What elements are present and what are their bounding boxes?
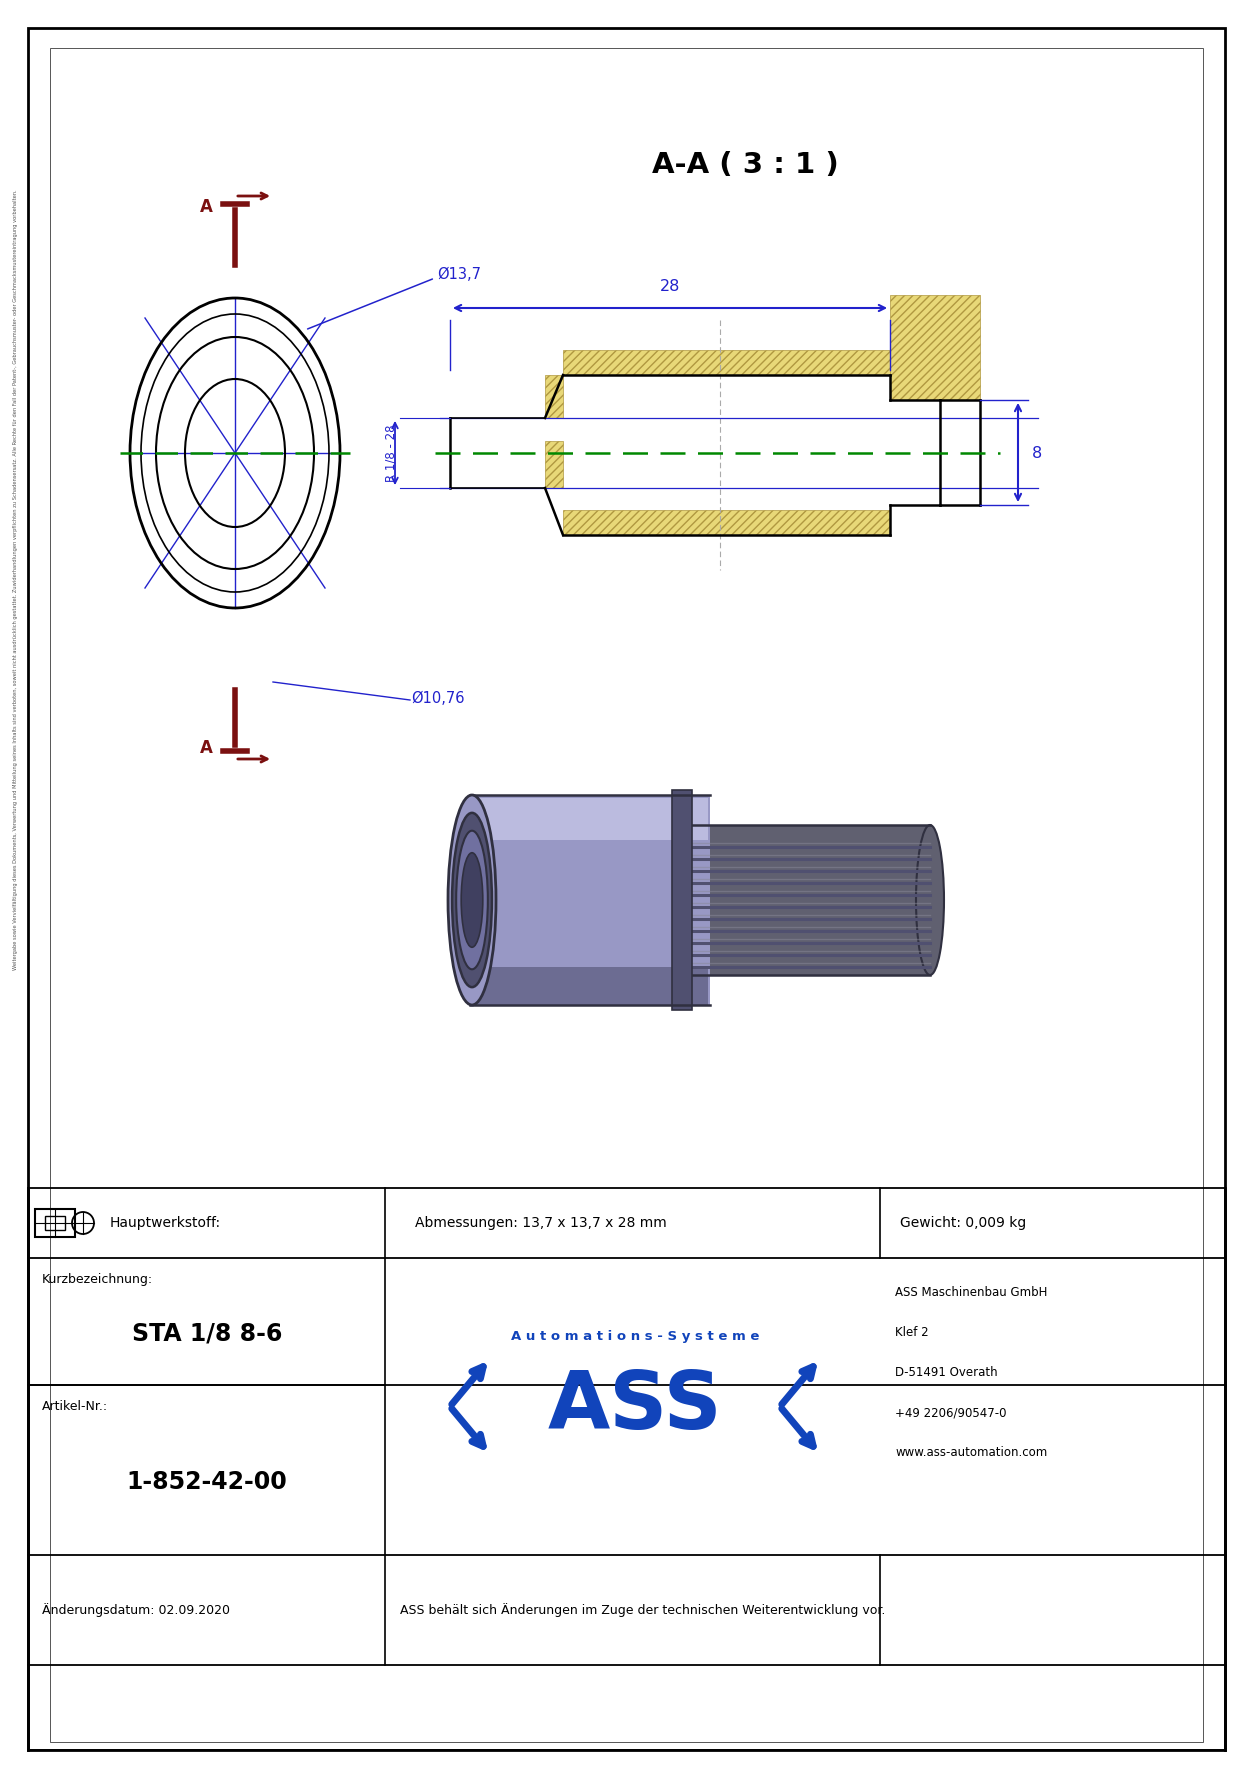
Bar bbox=[35, 1209, 75, 1237]
Text: D-51491 Overath: D-51491 Overath bbox=[895, 1366, 997, 1379]
Text: +49 2206/90547-0: +49 2206/90547-0 bbox=[895, 1407, 1006, 1419]
Text: 1-852-42-00: 1-852-42-00 bbox=[127, 1471, 287, 1494]
Text: ASS behält sich Änderungen im Zuge der technischen Weiterentwicklung vor.: ASS behält sich Änderungen im Zuge der t… bbox=[400, 1604, 886, 1618]
Bar bbox=[563, 510, 890, 535]
Bar bbox=[470, 796, 710, 1005]
Text: Weitergabe sowie Vervielfältigung dieses Dokuments, Verwertung und Mitteilung se: Weitergabe sowie Vervielfältigung dieses… bbox=[14, 190, 19, 971]
Ellipse shape bbox=[461, 852, 482, 948]
Text: Ø10,76: Ø10,76 bbox=[411, 691, 465, 705]
Text: Artikel-Nr.:: Artikel-Nr.: bbox=[43, 1400, 108, 1414]
Bar bbox=[890, 294, 980, 400]
Text: Kurzbezeichnung:: Kurzbezeichnung: bbox=[43, 1274, 153, 1286]
Bar bbox=[680, 826, 930, 975]
Bar bbox=[45, 1216, 65, 1230]
Text: www.ass-automation.com: www.ass-automation.com bbox=[895, 1446, 1048, 1460]
Text: A: A bbox=[200, 198, 213, 216]
Text: A: A bbox=[200, 739, 213, 757]
Text: 28: 28 bbox=[660, 278, 680, 294]
Text: Abmessungen: 13,7 x 13,7 x 28 mm: Abmessungen: 13,7 x 13,7 x 28 mm bbox=[415, 1216, 667, 1230]
Ellipse shape bbox=[916, 826, 944, 975]
Text: R 1/8 - 28: R 1/8 - 28 bbox=[385, 424, 397, 482]
Text: Hauptwerkstoff:: Hauptwerkstoff: bbox=[110, 1216, 221, 1230]
Bar bbox=[545, 441, 563, 487]
Ellipse shape bbox=[452, 813, 492, 987]
Text: Klef 2: Klef 2 bbox=[895, 1327, 928, 1340]
Text: A-A ( 3 : 1 ): A-A ( 3 : 1 ) bbox=[652, 151, 838, 179]
Text: Gewicht: 0,009 kg: Gewicht: 0,009 kg bbox=[900, 1216, 1026, 1230]
Text: 8: 8 bbox=[1032, 445, 1042, 461]
Bar bbox=[472, 968, 708, 1005]
Bar bbox=[672, 790, 692, 1010]
Ellipse shape bbox=[456, 831, 487, 969]
Ellipse shape bbox=[449, 796, 496, 1005]
Bar bbox=[545, 376, 563, 418]
Text: Ø13,7: Ø13,7 bbox=[437, 266, 481, 282]
Text: A u t o m a t i o n s - S y s t e m e: A u t o m a t i o n s - S y s t e m e bbox=[511, 1331, 759, 1343]
Text: ASS Maschinenbau GmbH: ASS Maschinenbau GmbH bbox=[895, 1286, 1048, 1299]
Text: ASS: ASS bbox=[548, 1368, 722, 1446]
Bar bbox=[563, 351, 890, 376]
Text: Änderungsdatum: 02.09.2020: Änderungsdatum: 02.09.2020 bbox=[43, 1604, 231, 1618]
Text: STA 1/8 8-6: STA 1/8 8-6 bbox=[132, 1322, 282, 1345]
Bar bbox=[472, 797, 708, 840]
